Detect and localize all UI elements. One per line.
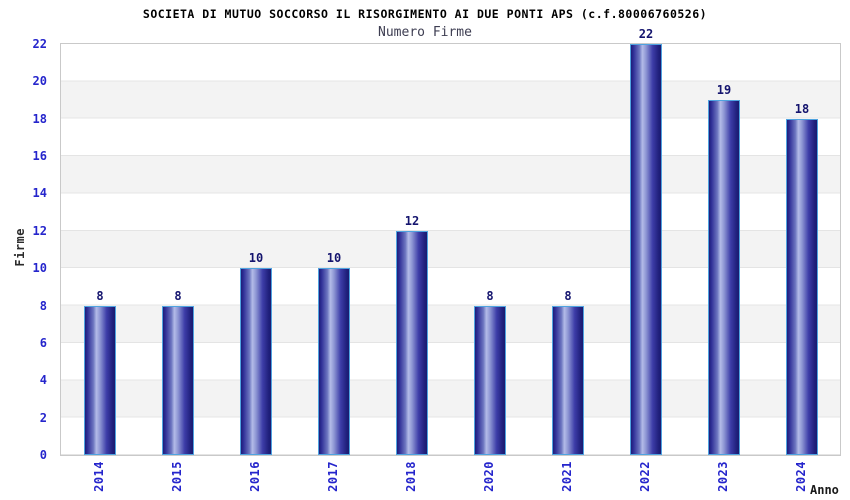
bar [162,305,194,455]
bar-value-label: 8 [96,288,104,303]
y-tick-label: 4 [39,373,47,388]
y-tick-label: 16 [32,149,47,164]
y-tick-label: 18 [32,111,47,126]
chart-subtitle: Numero Firme [378,25,472,40]
x-tick-label: 2017 [326,461,340,492]
plot-area [60,43,841,456]
bar [318,268,350,455]
bar-value-label: 10 [326,251,342,266]
y-tick-label: 14 [32,186,47,201]
y-tick-label: 8 [39,298,47,313]
x-tick-label: 2014 [92,461,106,492]
y-tick-label: 20 [32,74,47,89]
x-tick-label: 2015 [170,461,184,492]
y-tick-label: 6 [39,335,47,350]
x-tick-label: 2020 [482,461,496,492]
x-tick-label: 2021 [560,461,574,492]
y-tick-label: 0 [39,448,47,462]
y-tick-label: 2 [39,410,47,425]
bar-value-label: 8 [486,288,494,303]
bar-value-label: 22 [638,27,654,41]
bar [84,305,116,455]
x-tick-label: 2016 [248,461,262,492]
bar [552,305,584,455]
bar [396,230,428,455]
chart-title: SOCIETA DI MUTUO SOCCORSO IL RISORGIMENT… [142,7,708,21]
bar [630,44,662,455]
bar [708,100,740,455]
bar-value-label: 18 [794,101,810,116]
bar-value-label: 19 [716,83,732,98]
bar [786,118,818,455]
x-tick-label: 2024 [794,461,808,492]
bar [240,268,272,455]
bar [474,305,506,455]
bar-value-label: 8 [174,288,182,303]
x-axis-title: Anno [810,483,839,497]
bar-value-label: 10 [248,251,264,266]
y-tick-label: 22 [32,37,47,51]
x-tick-label: 2018 [404,461,418,492]
x-tick-label: 2022 [638,461,652,492]
bar-value-label: 8 [564,288,572,303]
x-tick-label: 2023 [716,461,730,492]
bar-value-label: 12 [404,213,420,228]
y-tick-label: 10 [32,261,47,276]
y-tick-label: 12 [32,223,47,238]
